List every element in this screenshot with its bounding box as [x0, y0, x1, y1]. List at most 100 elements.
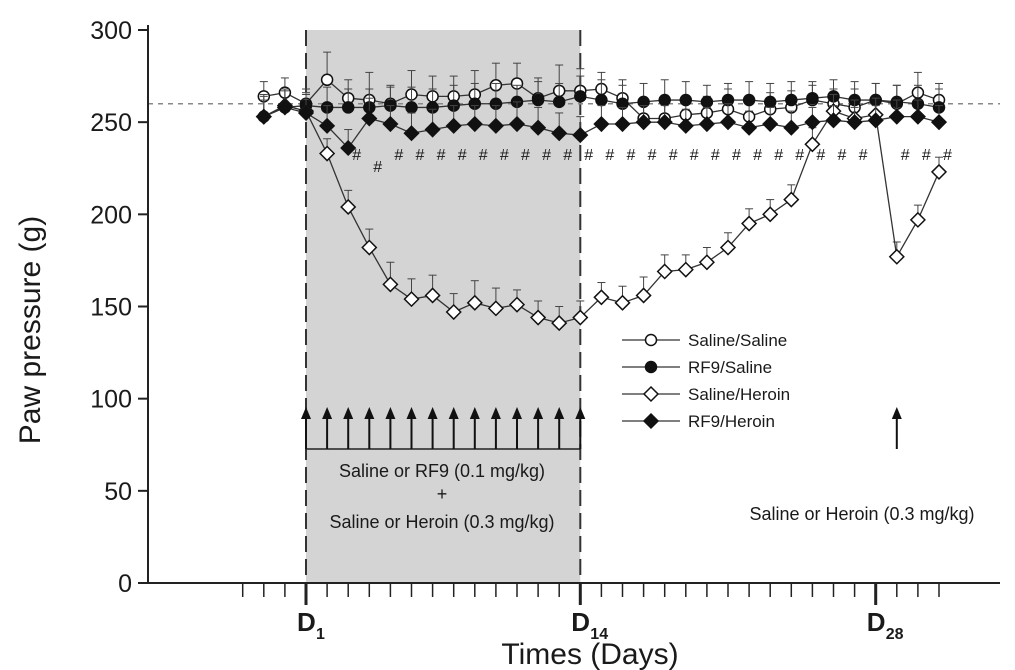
y-tick-label: 250 [90, 109, 132, 137]
data-point [551, 315, 568, 332]
hash-mark: # [479, 147, 488, 164]
treatment-shaded-region [306, 30, 581, 583]
data-point [593, 289, 610, 306]
injection-arrow-head [427, 407, 438, 419]
treatment-annotation-line2: Saline or Heroin (0.3 mg/kg) [329, 512, 554, 532]
legend-label: RF9/Heroin [688, 412, 775, 431]
hash-mark: # [373, 159, 382, 176]
data-point [656, 263, 673, 280]
hash-mark: # [711, 147, 720, 164]
data-point [319, 117, 336, 134]
data-point [741, 215, 758, 232]
hash-mark: # [458, 147, 467, 164]
legend-item: Saline/Heroin [622, 385, 790, 404]
injection-arrow-head [891, 407, 902, 419]
data-point [552, 95, 566, 109]
data-point [405, 101, 418, 114]
hash-mark: # [648, 147, 657, 164]
legend-item: Saline/Saline [622, 331, 787, 350]
injection-arrow-head [469, 407, 480, 419]
data-point [593, 115, 610, 133]
injection-arrow-head [490, 407, 501, 419]
data-point [382, 276, 399, 293]
data-point [424, 121, 441, 138]
x-day-subscript: 14 [590, 626, 608, 643]
injection-arrows [301, 407, 902, 450]
legend-label: RF9/Saline [688, 358, 772, 377]
data-point [888, 248, 905, 265]
data-point [635, 287, 652, 304]
y-tick-label: 50 [104, 478, 132, 506]
hash-mark: # [922, 147, 931, 164]
data-point [614, 115, 631, 133]
injection-arrow-head [364, 407, 375, 419]
hash-mark: # [584, 147, 593, 164]
data-point [762, 206, 779, 223]
data-point [508, 296, 526, 313]
data-point [551, 125, 568, 142]
hash-mark: # [816, 147, 825, 164]
data-point [530, 119, 547, 136]
data-point [700, 95, 714, 109]
data-point [656, 114, 673, 131]
y-tick-label: 300 [90, 17, 132, 45]
data-point [487, 300, 504, 317]
data-point [531, 93, 545, 107]
data-point [319, 145, 336, 162]
data-point [846, 114, 863, 131]
data-point [741, 119, 758, 136]
hash-mark: # [394, 147, 403, 164]
injection-arrow-head [533, 407, 544, 419]
data-point [341, 101, 355, 114]
y-tick-label: 150 [90, 294, 132, 322]
hash-mark: # [859, 147, 868, 164]
injection-arrow-head [343, 407, 354, 419]
challenge-annotation: Saline or Heroin (0.3 mg/kg) [749, 504, 974, 524]
data-point [642, 385, 660, 403]
hash-mark: # [943, 147, 952, 164]
data-point [804, 136, 821, 153]
data-point [403, 291, 420, 308]
data-point [785, 93, 798, 107]
hash-mark: # [732, 147, 741, 164]
data-point [320, 73, 334, 87]
hash-mark: # [500, 147, 509, 164]
hash-mark: # [416, 147, 425, 164]
data-point [297, 104, 315, 122]
data-point [698, 254, 715, 271]
data-point [825, 112, 842, 129]
data-series [255, 51, 948, 332]
hash-mark: # [901, 147, 910, 164]
data-point [644, 333, 658, 347]
hash-mark: # [627, 147, 636, 164]
data-point [644, 360, 658, 374]
data-point [403, 125, 420, 142]
data-point [424, 287, 441, 304]
data-point [806, 91, 819, 105]
data-point [642, 412, 660, 430]
injection-arrow-head [301, 407, 311, 419]
x-axis-title: Times (Days) [501, 638, 678, 670]
data-point [340, 198, 357, 216]
data-point [635, 114, 652, 131]
data-point [762, 115, 779, 133]
data-point [487, 117, 504, 134]
data-point [658, 93, 671, 107]
legend-item: RF9/Heroin [622, 412, 775, 431]
y-axis-title: Paw pressure (g) [14, 216, 47, 444]
legend: Saline/Saline RF9/Saline Saline/Heroin RF9/… [622, 331, 790, 431]
legend-item: RF9/Saline [622, 358, 772, 377]
data-point [361, 239, 378, 256]
data-point [574, 90, 587, 103]
data-point [867, 112, 884, 129]
y-tick-label: 100 [90, 386, 132, 414]
data-point [909, 108, 926, 125]
hash-mark: # [437, 147, 446, 164]
x-day-label: D [571, 607, 590, 637]
injection-arrow-head [575, 407, 586, 419]
hash-mark: # [605, 147, 614, 164]
data-point [276, 99, 293, 116]
data-point [382, 115, 399, 133]
legend-label: Saline/Heroin [688, 385, 790, 404]
